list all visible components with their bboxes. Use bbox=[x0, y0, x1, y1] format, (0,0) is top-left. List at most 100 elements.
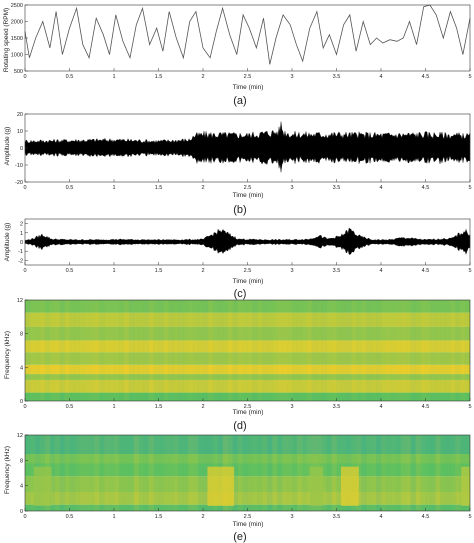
spectrogram-band bbox=[25, 392, 470, 401]
spectrogram-column bbox=[292, 435, 298, 511]
xtick-label-d: 2 bbox=[201, 404, 204, 410]
panel-label-e: (e) bbox=[233, 531, 246, 543]
spectrogram-column bbox=[331, 300, 337, 401]
spectrogram-column bbox=[410, 435, 416, 511]
spectrogram-column bbox=[99, 300, 105, 401]
spectrogram-column bbox=[351, 300, 357, 401]
spectrogram-column bbox=[415, 300, 421, 401]
spectrogram-column bbox=[79, 300, 85, 401]
xlabel-a: Time (min) bbox=[233, 84, 264, 91]
xtick-label-a: 1.5 bbox=[155, 74, 163, 80]
spectrogram-column bbox=[193, 435, 199, 511]
spectrogram-band bbox=[25, 312, 470, 327]
xtick-label-e: 0.5 bbox=[66, 514, 74, 520]
spectrogram-column bbox=[316, 300, 322, 401]
spectrogram-column bbox=[262, 300, 268, 401]
spectrogram-column bbox=[84, 435, 90, 511]
xtick-label-e: 2 bbox=[201, 514, 204, 520]
spectrogram-column bbox=[366, 435, 372, 511]
ytick-label-b: 0 bbox=[20, 146, 23, 152]
spectrogram-column bbox=[109, 300, 115, 401]
spectrogram-column bbox=[430, 435, 436, 511]
spectrogram-burst bbox=[340, 466, 359, 506]
xlabel-e: Time (min) bbox=[233, 521, 264, 528]
spectrogram-column bbox=[54, 435, 60, 511]
spectrogram-column bbox=[277, 435, 283, 511]
spectrogram-column bbox=[168, 435, 174, 511]
ylabel-a: Rotating speed (RPM) bbox=[3, 8, 10, 72]
spectrogram-column bbox=[227, 300, 233, 401]
spectrogram-column bbox=[321, 435, 327, 511]
spectrogram-column bbox=[440, 435, 446, 511]
spectrogram-column bbox=[64, 435, 70, 511]
spectrogram-column bbox=[415, 435, 421, 511]
ytick-label-a: 500 bbox=[14, 69, 23, 75]
spectrogram-band bbox=[25, 340, 470, 353]
spectrogram-column bbox=[405, 435, 411, 511]
panel-label-a: (a) bbox=[233, 95, 246, 107]
spectrogram-column bbox=[252, 435, 258, 511]
spectrogram-column bbox=[138, 435, 144, 511]
spectrogram-e bbox=[25, 435, 470, 511]
spectrogram-column bbox=[49, 300, 55, 401]
xtick-label-c: 0 bbox=[23, 268, 26, 274]
spectrogram-column bbox=[148, 435, 154, 511]
xtick-label-b: 1 bbox=[112, 185, 115, 191]
spectrogram-column bbox=[198, 300, 204, 401]
spectrogram-column bbox=[296, 300, 303, 401]
spectrogram-column bbox=[44, 300, 51, 401]
spectrogram-column bbox=[336, 435, 342, 511]
spectrogram-column bbox=[306, 435, 313, 511]
xtick-label-a: 1 bbox=[112, 74, 115, 80]
spectrogram-column bbox=[287, 435, 293, 511]
spectrogram-column bbox=[123, 300, 130, 401]
spectrogram-column bbox=[400, 435, 407, 511]
spectrogram-column bbox=[104, 300, 110, 401]
spectrogram-column bbox=[346, 300, 352, 401]
spectrogram-column bbox=[425, 435, 431, 511]
spectrogram-column bbox=[232, 435, 238, 511]
spectrogram-column bbox=[133, 300, 140, 401]
spectrogram-column bbox=[376, 435, 382, 511]
spectrogram-column bbox=[296, 435, 303, 511]
spectrogram-column bbox=[326, 300, 332, 401]
spectrogram-column bbox=[104, 435, 110, 511]
xtick-label-c: 3.5 bbox=[333, 268, 341, 274]
spectrogram-column bbox=[25, 300, 31, 401]
spectrogram-column bbox=[138, 300, 144, 401]
spectrogram-column bbox=[465, 300, 470, 401]
panel-label-d: (d) bbox=[233, 420, 246, 432]
panel-b: 0 0.5 1 1.5 2 2.5 3 3.5 4 4.5 5 -20 -10 0 10 20 Amplitu… bbox=[4, 112, 472, 216]
spectrogram-column bbox=[217, 300, 224, 401]
spectrogram-column bbox=[118, 300, 125, 401]
xtick-label-d: 0 bbox=[23, 404, 26, 410]
xtick-label-c: 1.5 bbox=[155, 268, 163, 274]
xtick-label-e: 4 bbox=[379, 514, 382, 520]
spectrogram-column bbox=[435, 300, 441, 401]
spectrogram-column bbox=[336, 300, 342, 401]
ytick-label-e: 8 bbox=[20, 458, 23, 464]
ytick-label-a: 1000 bbox=[11, 53, 23, 59]
panel-a: 0 0.5 1 1.5 2 2.5 3 3.5 4 4.5 5 500 1000 1500 2000 2500… bbox=[3, 3, 472, 107]
ytick-label-a: 2000 bbox=[11, 20, 23, 26]
panel-c: 0 0.5 1 1.5 2 2.5 3 3.5 4 4.5 5 -2 -1 0 1 2 Amplitude (… bbox=[4, 218, 472, 300]
spectrogram-column bbox=[400, 300, 407, 401]
spectrogram-column bbox=[148, 300, 154, 401]
spectrogram-column bbox=[390, 435, 397, 511]
xtick-label-d: 1.5 bbox=[155, 404, 163, 410]
spectrogram-column bbox=[306, 300, 313, 401]
spectrogram-column bbox=[450, 300, 456, 401]
spectrogram-column bbox=[133, 435, 140, 511]
xtick-label-a: 4 bbox=[379, 74, 382, 80]
ytick-label-b: -20 bbox=[15, 180, 23, 186]
xtick-label-c: 3 bbox=[290, 268, 293, 274]
spectrogram-column bbox=[385, 300, 392, 401]
spectrogram-column bbox=[114, 300, 120, 401]
spectrogram-column bbox=[193, 300, 199, 401]
spectrogram-column bbox=[114, 435, 120, 511]
series-signal-b bbox=[24, 121, 471, 173]
spectrogram-column bbox=[445, 300, 451, 401]
spectrogram-column bbox=[198, 435, 204, 511]
spectrogram-column bbox=[277, 300, 283, 401]
spectrogram-column bbox=[29, 300, 36, 401]
